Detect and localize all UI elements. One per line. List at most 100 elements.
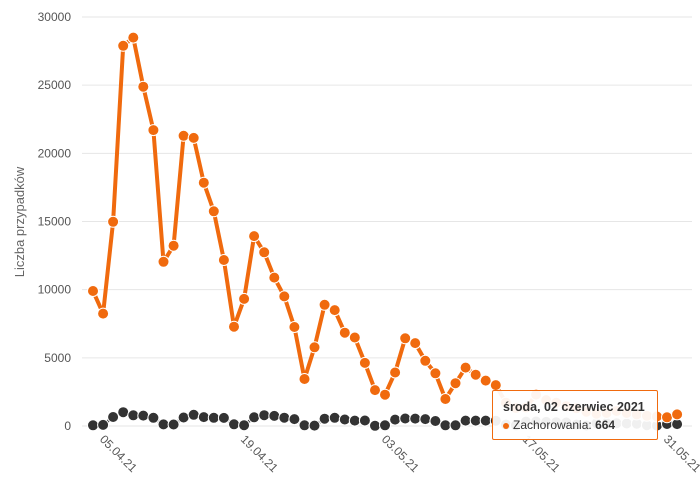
x-tick-label: 19.04.21 bbox=[238, 432, 281, 475]
data-point-zachorowania bbox=[469, 368, 482, 381]
data-point-zachorowania bbox=[308, 341, 321, 354]
data-point-zachorowania bbox=[207, 205, 220, 218]
data-point-series-2 bbox=[338, 413, 351, 426]
series-line-zachorowania bbox=[91, 35, 680, 420]
data-point-series-2 bbox=[117, 406, 130, 419]
x-tick-label: 03.05.21 bbox=[379, 432, 422, 475]
data-point-series-2 bbox=[197, 411, 210, 424]
data-point-zachorowania bbox=[399, 332, 412, 345]
data-point-series-2 bbox=[389, 413, 402, 426]
data-point-series-2 bbox=[449, 419, 462, 432]
y-tick-label: 0 bbox=[64, 419, 71, 433]
data-point-series-2 bbox=[248, 411, 261, 424]
data-point-zachorowania bbox=[479, 374, 492, 387]
tooltip-title: środa, 02 czerwiec 2021 bbox=[503, 400, 645, 414]
data-point-series-2 bbox=[348, 414, 361, 427]
data-point-series-2 bbox=[147, 411, 160, 424]
data-point-zachorowania bbox=[177, 129, 190, 142]
data-point-zachorowania bbox=[288, 321, 301, 333]
data-point-series-2 bbox=[328, 411, 341, 424]
data-point-zachorowania bbox=[298, 373, 311, 385]
chart-tooltip: środa, 02 czerwiec 2021 Zachorowania: 66… bbox=[492, 390, 658, 440]
data-point-zachorowania bbox=[449, 377, 462, 390]
data-point-zachorowania bbox=[338, 326, 351, 339]
data-point-zachorowania bbox=[348, 331, 361, 344]
data-point-series-2 bbox=[228, 418, 240, 431]
data-point-zachorowania bbox=[278, 290, 291, 303]
data-point-series-2 bbox=[298, 419, 311, 432]
data-point-series-2 bbox=[238, 419, 251, 432]
y-axis-label: Liczba przypadków bbox=[12, 166, 27, 277]
data-point-series-2 bbox=[479, 414, 492, 427]
data-point-zachorowania bbox=[217, 254, 230, 266]
y-tick-label: 30000 bbox=[38, 10, 72, 24]
data-point-zachorowania bbox=[157, 255, 170, 268]
y-tick-label: 25000 bbox=[38, 78, 72, 92]
tooltip-row: Zachorowania: 664 bbox=[503, 418, 647, 432]
data-point-zachorowania bbox=[197, 176, 210, 189]
data-point-zachorowania bbox=[268, 271, 281, 284]
data-point-series-2 bbox=[167, 418, 180, 431]
data-point-zachorowania bbox=[489, 379, 502, 392]
data-point-zachorowania bbox=[127, 31, 140, 44]
data-point-zachorowania bbox=[409, 337, 422, 350]
data-point-series-2 bbox=[358, 414, 371, 427]
y-tick-label: 10000 bbox=[38, 283, 72, 297]
tooltip-series-dot bbox=[503, 422, 509, 429]
data-point-zachorowania bbox=[389, 366, 402, 379]
data-point-series-2 bbox=[97, 418, 110, 431]
data-point-series-2 bbox=[217, 411, 230, 424]
data-point-series-2 bbox=[187, 408, 200, 421]
tooltip-value: 664 bbox=[595, 418, 616, 432]
data-point-zachorowania bbox=[248, 230, 261, 243]
data-point-series-2 bbox=[288, 413, 301, 426]
data-point-series-2 bbox=[87, 419, 99, 432]
x-tick-label: 05.04.21 bbox=[97, 432, 140, 475]
data-point-zachorowania bbox=[228, 320, 240, 333]
data-point-series-2 bbox=[157, 418, 170, 431]
y-tick-label: 15000 bbox=[38, 215, 72, 229]
data-point-series-2 bbox=[207, 411, 220, 424]
data-point-zachorowania bbox=[107, 215, 120, 228]
data-point-series-2 bbox=[107, 411, 120, 423]
data-point-zachorowania bbox=[671, 408, 684, 421]
data-point-series-2 bbox=[318, 412, 331, 425]
data-point-zachorowania bbox=[439, 393, 452, 405]
data-point-zachorowania bbox=[97, 307, 110, 320]
x-tick-label: 31.05.21 bbox=[661, 432, 700, 475]
data-point-zachorowania bbox=[167, 239, 180, 252]
data-point-series-2 bbox=[278, 411, 291, 424]
data-point-zachorowania bbox=[419, 354, 432, 367]
data-point-series-2 bbox=[379, 419, 391, 432]
data-point-series-2 bbox=[258, 409, 271, 422]
data-point-zachorowania bbox=[147, 124, 160, 137]
data-point-zachorowania bbox=[258, 246, 271, 259]
data-point-series-2 bbox=[268, 409, 281, 422]
y-tick-label: 5000 bbox=[44, 351, 71, 365]
data-point-series-2 bbox=[419, 413, 432, 426]
y-tick-label: 20000 bbox=[38, 146, 72, 160]
data-point-zachorowania bbox=[87, 285, 99, 297]
grid-layer bbox=[82, 16, 692, 427]
data-point-zachorowania bbox=[137, 80, 150, 93]
data-point-series-2 bbox=[469, 414, 482, 427]
tooltip-series-label: Zachorowania: bbox=[513, 418, 592, 432]
data-point-zachorowania bbox=[379, 388, 391, 401]
data-point-zachorowania bbox=[661, 411, 673, 424]
series-layer bbox=[87, 31, 684, 432]
data-point-series-2 bbox=[137, 409, 150, 422]
data-point-zachorowania bbox=[238, 292, 251, 305]
data-point-series-2 bbox=[127, 409, 140, 422]
data-point-zachorowania bbox=[117, 39, 130, 52]
data-point-zachorowania bbox=[358, 356, 371, 369]
data-point-series-2 bbox=[429, 415, 442, 427]
data-point-series-2 bbox=[308, 419, 321, 432]
data-point-series-2 bbox=[369, 419, 381, 432]
data-point-series-2 bbox=[439, 419, 452, 432]
data-point-zachorowania bbox=[369, 384, 381, 397]
data-point-series-2 bbox=[409, 412, 422, 425]
data-point-zachorowania bbox=[328, 304, 341, 317]
data-point-zachorowania bbox=[429, 367, 442, 380]
data-point-series-2 bbox=[399, 412, 412, 425]
data-point-series-2 bbox=[177, 411, 190, 424]
